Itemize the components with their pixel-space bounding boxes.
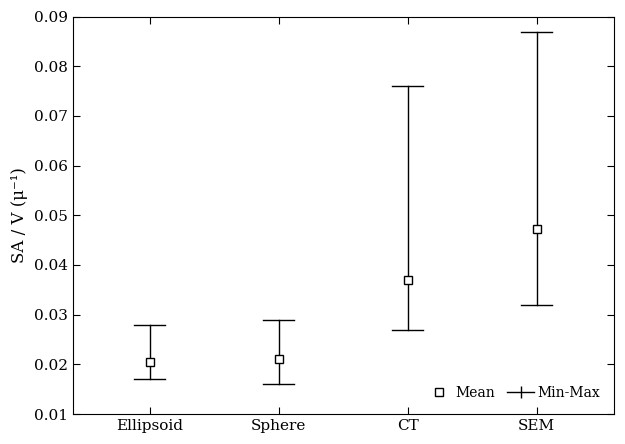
- Legend: Mean, Min-Max: Mean, Min-Max: [418, 379, 607, 407]
- Y-axis label: SA / V (μ⁻¹): SA / V (μ⁻¹): [11, 167, 28, 263]
